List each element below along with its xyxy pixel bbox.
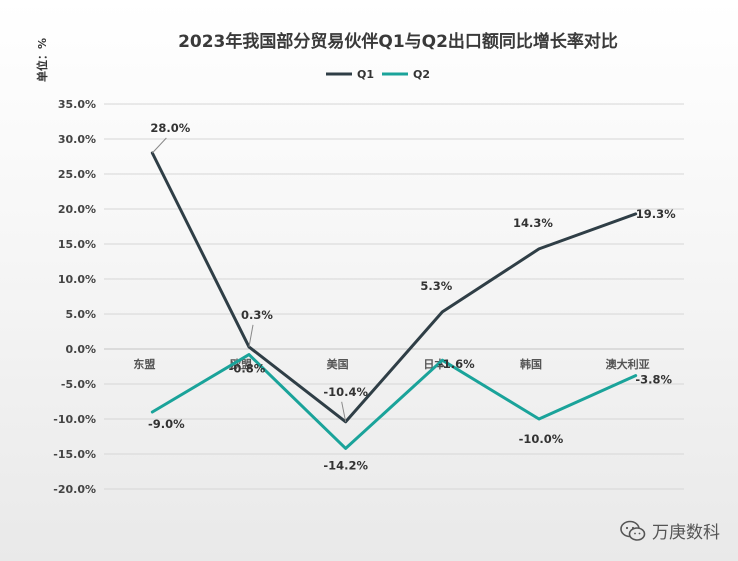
x-categories: 东盟 欧盟 美国 日本 韩国 澳大利亚 bbox=[133, 357, 649, 371]
y-tick-label: 30.0% bbox=[58, 133, 96, 146]
label-leader-line bbox=[341, 401, 347, 422]
y-tick-label: -5.0% bbox=[61, 378, 96, 391]
chart-title: 2023年我国部分贸易伙伴Q1与Q2出口额同比增长率对比 bbox=[178, 31, 618, 52]
y-tick-label: 15.0% bbox=[58, 238, 96, 251]
data-label-q1: -10.4% bbox=[323, 385, 368, 399]
watermark-text: 万庚数科 bbox=[652, 523, 720, 543]
series-line-q2 bbox=[150, 353, 638, 450]
label-leader-line bbox=[151, 137, 167, 154]
y-tick-label: -15.0% bbox=[53, 448, 96, 461]
x-category-label: 澳大利亚 bbox=[606, 357, 650, 371]
data-label-q2: -14.2% bbox=[323, 458, 368, 472]
y-tick-label: 0.0% bbox=[65, 343, 96, 356]
y-tick-label: 10.0% bbox=[58, 273, 96, 286]
data-label-q1: 28.0% bbox=[150, 121, 190, 135]
y-tick-label: -20.0% bbox=[53, 483, 96, 496]
data-label-q2: -0.8% bbox=[229, 362, 266, 376]
grid bbox=[104, 103, 684, 490]
data-label-q2: -9.0% bbox=[148, 417, 185, 431]
data-label-q1: 19.3% bbox=[636, 207, 676, 221]
legend-label-q1: Q1 bbox=[357, 68, 374, 81]
legend-label-q2: Q2 bbox=[413, 68, 430, 81]
wechat-icon bbox=[620, 520, 646, 541]
y-tick-label: 35.0% bbox=[58, 98, 96, 111]
y-tick-label: 20.0% bbox=[58, 203, 96, 216]
x-category-label: 东盟 bbox=[133, 357, 155, 371]
x-category-label: 美国 bbox=[327, 357, 349, 371]
unit-label: 单位：% bbox=[35, 38, 49, 82]
y-tick-label: 25.0% bbox=[58, 168, 96, 181]
x-category-label: 韩国 bbox=[520, 357, 542, 371]
data-labels: 28.0% 0.3% -10.4% 5.3% 14.3% 19.3% -9.0% -0.8% -… bbox=[148, 121, 676, 472]
data-label-q2: -1.6% bbox=[438, 357, 475, 371]
series-line-q1 bbox=[150, 151, 638, 424]
data-label-q1: 5.3% bbox=[420, 279, 452, 293]
data-label-q1: 0.3% bbox=[241, 308, 273, 322]
data-label-q1: 14.3% bbox=[513, 216, 553, 230]
label-leader-line bbox=[248, 324, 254, 347]
data-label-q2: -3.8% bbox=[635, 373, 672, 387]
y-axis: 35.0% 30.0% 25.0% 20.0% 15.0% 10.0% 5.0% 0.0% -5… bbox=[53, 98, 96, 496]
data-label-q2: -10.0% bbox=[519, 432, 564, 446]
series bbox=[150, 151, 638, 450]
y-tick-label: -10.0% bbox=[53, 413, 96, 426]
x-category-label: 欧盟 bbox=[230, 357, 252, 371]
watermark: 万庚数科 bbox=[620, 518, 720, 543]
legend: Q1 Q2 bbox=[326, 68, 430, 81]
y-tick-label: 5.0% bbox=[65, 308, 96, 321]
